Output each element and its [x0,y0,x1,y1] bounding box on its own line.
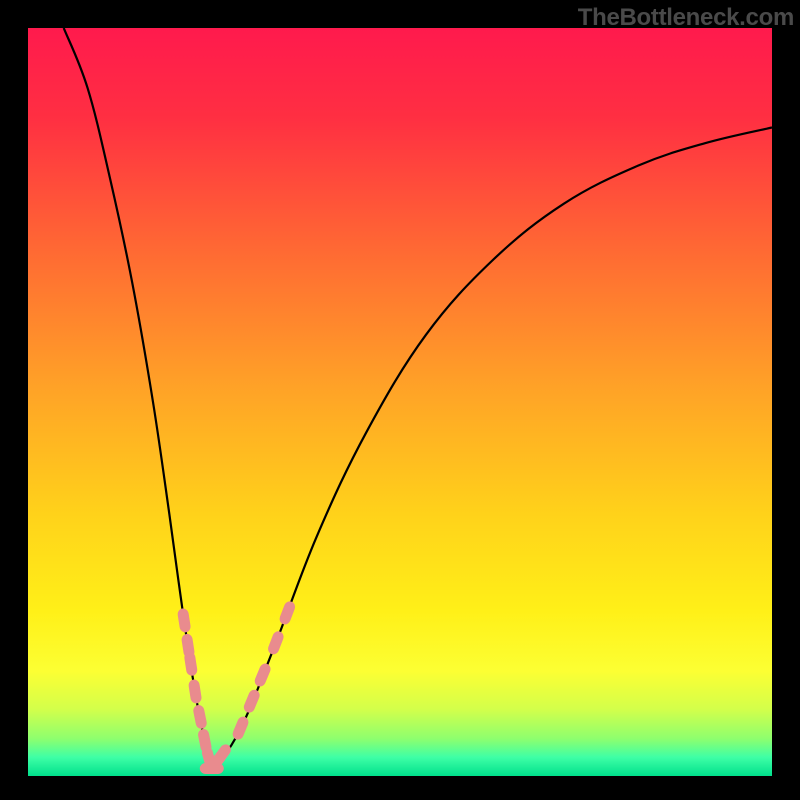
data-marker [266,630,285,656]
plot-area [28,28,772,776]
data-marker [253,662,272,688]
chart-stage: TheBottleneck.com [0,0,800,800]
data-marker [192,704,207,730]
data-marker [177,608,192,633]
data-marker [200,763,224,774]
data-marker [231,715,250,741]
data-marker [184,651,199,676]
data-marker [188,679,203,704]
data-marker [242,688,261,714]
data-marker [278,600,297,626]
bottleneck-curve [64,28,772,769]
credit-label: TheBottleneck.com [578,4,794,32]
chart-svg [28,28,772,776]
